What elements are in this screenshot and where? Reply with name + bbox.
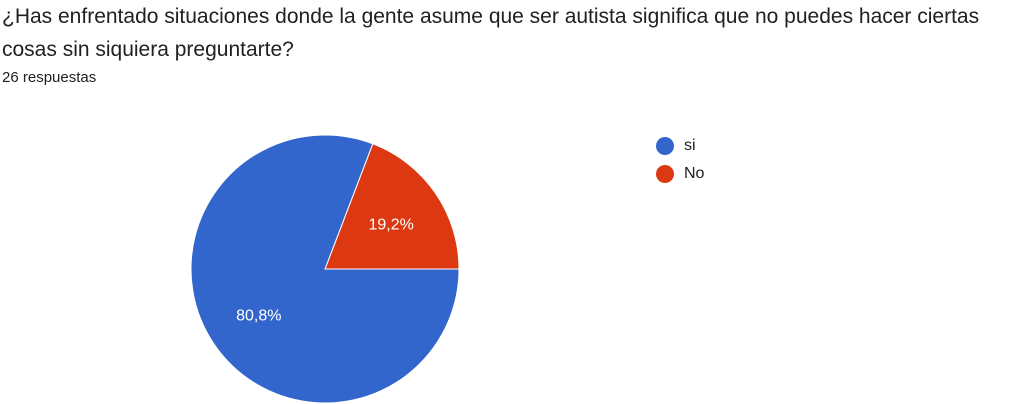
pie-slice-label-no: 19,2% (369, 216, 414, 233)
legend-item-si[interactable]: si (656, 132, 704, 160)
legend-label: No (684, 165, 705, 182)
legend-swatch (656, 165, 674, 183)
pie-slice-label-si: 80,8% (236, 308, 281, 325)
question-title: ¿Has enfrentado situaciones donde la gen… (2, 5, 980, 61)
legend-item-no[interactable]: No (656, 160, 704, 188)
legend-label: si (684, 137, 696, 154)
pie-slice-no (324, 143, 460, 270)
response-count: 26 respuestas (2, 69, 97, 86)
chart-legend: si No (656, 132, 704, 188)
pie-slice-si (190, 134, 460, 404)
legend-swatch (656, 137, 674, 155)
